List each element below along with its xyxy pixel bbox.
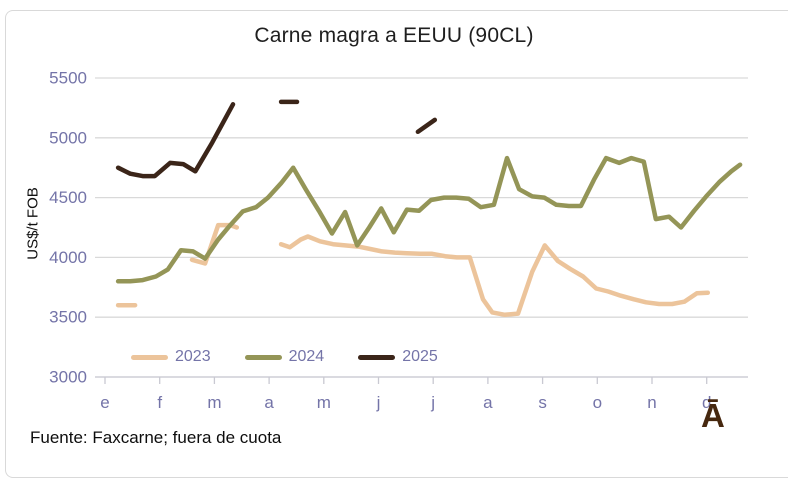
legend-swatch-2023 (131, 354, 168, 360)
x-tick-label-m-2: m (207, 393, 221, 412)
legend-swatch-2025 (358, 354, 396, 360)
chart-legend: 2023 2024 2025 (131, 348, 438, 366)
y-tick-label-5000: 5000 (49, 128, 87, 147)
series-line-2024-segment-0 (115, 155, 743, 284)
x-tick-label-j-6: j (430, 393, 435, 412)
x-tick-label-n-10: n (647, 393, 656, 412)
legend-swatch-2024 (244, 354, 282, 360)
legend-item-2023: 2023 (131, 348, 211, 366)
x-tick-label-a-3: a (264, 393, 274, 412)
y-tick-label-3000: 3000 (49, 368, 87, 387)
legend-label-2024: 2024 (288, 348, 325, 365)
y-tick-label-4000: 4000 (49, 248, 87, 267)
watermark-letter-a-macron: Ā (701, 397, 725, 434)
y-tick-label-5500: 5500 (49, 69, 87, 88)
chart-title: Carne magra a EEUU (90CL) (254, 24, 534, 47)
x-tick-label-a-7: a (483, 393, 493, 412)
x-tick-label-j-5: j (376, 393, 381, 412)
x-tick-label-e-0: e (100, 393, 109, 412)
series-line-2023-segment-2 (278, 234, 711, 318)
x-tick-label-s-8: s (538, 393, 547, 412)
legend-label-2023: 2023 (175, 348, 211, 365)
y-tick-label-3500: 3500 (49, 308, 87, 327)
series-line-2025-segment-2 (415, 117, 438, 135)
x-tick-label-d-11: d (702, 393, 711, 412)
legend-label-2025: 2025 (402, 348, 438, 365)
series-line-2025-segment-0 (115, 102, 236, 179)
x-tick-label-m-4: m (317, 393, 331, 412)
source-note: Fuente: Faxcarne; fuera de cuota (30, 428, 282, 447)
legend-item-2024: 2024 (244, 348, 325, 366)
x-tick-label-o-9: o (593, 393, 602, 412)
x-tick-label-f-1: f (157, 393, 162, 412)
legend-item-2025: 2025 (358, 348, 438, 366)
y-tick-label-4500: 4500 (49, 188, 87, 207)
